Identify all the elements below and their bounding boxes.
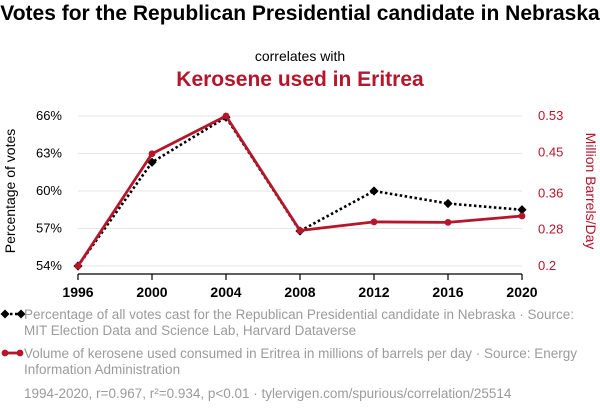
data-point-series2 [222,112,230,120]
x-tick-label: 2008 [284,284,315,300]
x-tick-label: 2020 [506,284,537,300]
legend-marker-series2 [1,349,9,357]
legend-marker-series1 [16,309,26,319]
y-left-tick-label: 54% [36,258,62,273]
y-left-tick-label: 57% [36,221,62,236]
data-point-series2 [370,218,378,226]
legend-label-series2: Volume of kerosene used consumed in Erit… [24,346,578,377]
y-right-tick-label: 0.2 [538,258,556,273]
legend-marker-series2 [16,349,24,357]
chart-title: Votes for the Republican Presidential ca… [0,2,600,25]
y-left-tick-label: 66% [36,108,62,123]
series-line-1 [76,115,523,267]
data-point-series2 [74,262,82,270]
y-left-axis-label: Percentage of votes [2,129,18,254]
data-point-series1 [443,198,453,209]
data-point-series2 [518,212,526,220]
data-point-series2 [296,227,304,234]
legend-label-series1: Percentage of all votes cast for the Rep… [24,307,575,338]
chart-connector: correlates with [254,48,346,64]
data-point-series1 [369,186,379,196]
chart-subtitle: Kerosene used in Eritrea [176,68,424,91]
x-tick-label: 2000 [136,284,167,300]
data-point-series1 [517,205,527,215]
y-left-tick-label: 63% [36,146,62,161]
y-right-tick-label: 0.36 [538,185,563,200]
y-right-tick-label: 0.45 [538,144,563,159]
x-tick-label: 2004 [210,284,241,300]
y-left-tick-label: 60% [36,183,62,198]
data-point-series1 [147,157,157,167]
y-right-tick-label: 0.53 [538,108,563,123]
data-point-series2 [148,150,156,158]
legend-marker-series1 [0,309,10,319]
x-tick-label: 2016 [432,284,463,300]
x-tick-label: 1996 [62,284,93,300]
data-point-series2 [444,218,452,226]
footer-stats: 1994-2020, r=0.967, r²=0.934, p<0.01 · t… [24,386,512,401]
x-tick-label: 2012 [358,284,389,300]
y-right-tick-label: 0.28 [538,222,563,237]
y-right-axis-label: Million Barrels/Day [583,133,599,250]
